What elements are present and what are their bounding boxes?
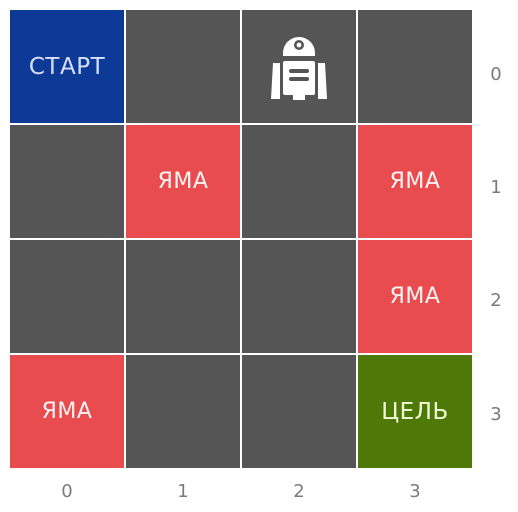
grid-board: СТАРТ ЯМА ЯМА (10, 10, 474, 468)
cell-0-3[interactable] (358, 10, 472, 123)
cell-0-1[interactable] (126, 10, 240, 123)
cell-2-0[interactable] (10, 240, 124, 353)
cell-2-2[interactable] (242, 240, 356, 353)
cell-1-2[interactable] (242, 125, 356, 238)
cell-3-1[interactable] (126, 355, 240, 468)
cell-3-3[interactable]: ЦЕЛЬ (358, 355, 472, 468)
cell-1-0[interactable] (10, 125, 124, 238)
row-label-3: 3 (490, 404, 502, 425)
cell-0-0[interactable]: СТАРТ (10, 10, 124, 123)
hole-label: ЯМА (41, 399, 93, 424)
hole-label: ЯМА (389, 284, 441, 309)
cell-1-3[interactable]: ЯМА (358, 125, 472, 238)
col-label-0: 0 (61, 481, 73, 502)
cell-3-2[interactable] (242, 355, 356, 468)
row-label-1: 1 (490, 177, 502, 198)
hole-label: ЯМА (157, 169, 209, 194)
col-label-1: 1 (177, 481, 189, 502)
cell-2-3[interactable]: ЯМА (358, 240, 472, 353)
hole-label: ЯМА (389, 169, 441, 194)
col-label-2: 2 (293, 481, 305, 502)
cell-1-1[interactable]: ЯМА (126, 125, 240, 238)
row-label-0: 0 (490, 64, 502, 85)
robot-icon (271, 36, 327, 100)
cell-2-1[interactable] (126, 240, 240, 353)
cell-3-0[interactable]: ЯМА (10, 355, 124, 468)
goal-label: ЦЕЛЬ (381, 398, 449, 425)
start-label: СТАРТ (28, 53, 106, 80)
cell-0-2[interactable] (242, 10, 356, 123)
row-label-2: 2 (490, 290, 502, 311)
col-label-3: 3 (409, 481, 421, 502)
